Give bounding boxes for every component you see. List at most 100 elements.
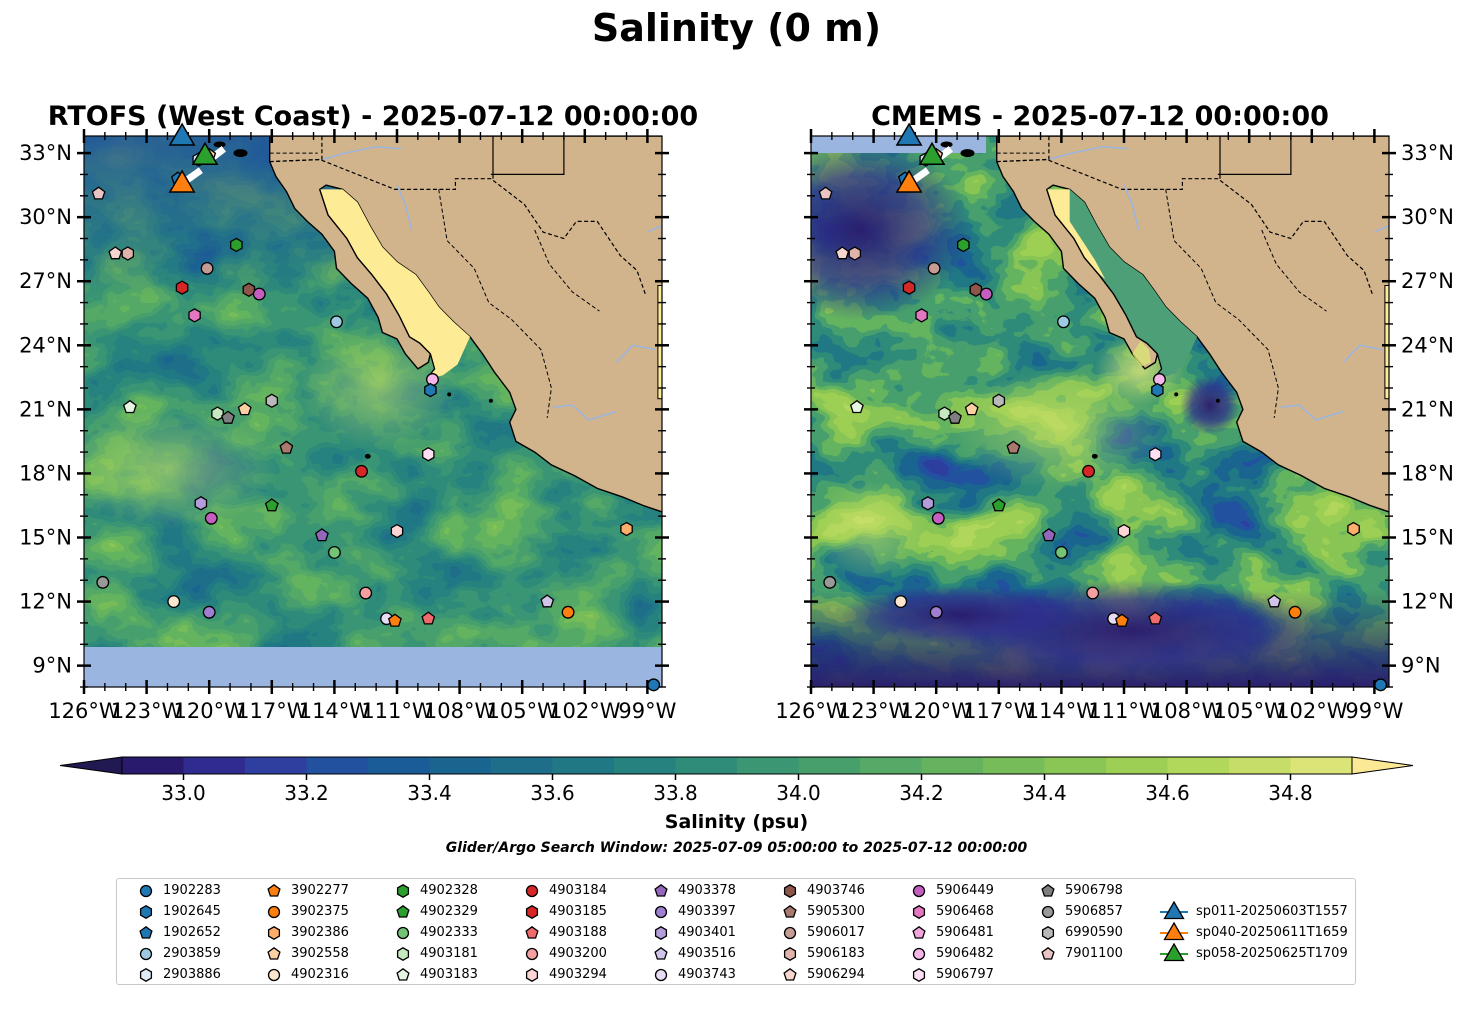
- platform-legend-icon: [139, 968, 153, 982]
- legend-marker: [783, 967, 797, 981]
- platform-4903184-marker: [355, 464, 368, 478]
- platform-4903294-marker: [390, 523, 404, 539]
- legend-platform-entry: 3902375: [255, 901, 349, 922]
- legend-label: 5906468: [936, 904, 994, 919]
- platform-7901100-marker: [91, 186, 106, 200]
- platform-4903397-marker: [202, 605, 216, 619]
- legend-marker: [1041, 905, 1055, 919]
- platform-legend-icon: [396, 904, 410, 918]
- platform-3902386-marker: [620, 521, 633, 537]
- legend-label: 3902375: [291, 904, 349, 919]
- legend-marker: [525, 925, 539, 939]
- legend-platform-entry: 5906797: [900, 964, 994, 985]
- lat-tick-label: 33°N: [1401, 141, 1454, 165]
- platform-4902328-marker: [957, 237, 970, 253]
- gulf-of-california: [319, 189, 470, 380]
- platform-4902333-marker: [327, 546, 341, 559]
- legend-platform-entry: 1902652: [127, 922, 221, 943]
- colorbar-tick-label: 33.0: [161, 781, 206, 805]
- lon-tick-label: 105°W: [487, 699, 559, 723]
- river: [1048, 145, 1129, 161]
- platform-legend-icon: [525, 925, 539, 939]
- glider-sp058-20250625T1709-marker: [191, 141, 219, 165]
- colorbar-segment: [1167, 757, 1230, 774]
- legend-marker: [267, 883, 281, 897]
- legend-platform-entry: 3902277: [255, 880, 349, 901]
- legend-platform-entry: 5906183: [771, 943, 865, 964]
- legend-platform-entry: 4902329: [384, 901, 478, 922]
- legend-marker: [139, 968, 153, 982]
- legend-marker: [396, 884, 410, 898]
- legend-label: 1902645: [163, 904, 221, 919]
- legend-label: 5906482: [936, 946, 994, 961]
- glider-legend-icon: [1160, 922, 1188, 941]
- colorbar-segment: [491, 757, 554, 774]
- legend-label: 4903397: [678, 904, 736, 919]
- legend-label: 4903401: [678, 925, 736, 940]
- legend-platform-entry: 5906468: [900, 901, 994, 922]
- lon-tick-label: 120°W: [174, 699, 246, 723]
- platform-legend-icon: [783, 967, 797, 981]
- platform-4903401-marker: [194, 496, 208, 511]
- lon-tick-label: 114°W: [299, 699, 371, 723]
- river: [647, 225, 662, 233]
- platform-5906449-marker: [979, 287, 993, 301]
- legend-platform-entry: 4903185: [513, 901, 607, 922]
- legend-label: 3902558: [291, 946, 349, 961]
- island: [1091, 453, 1098, 459]
- rtofs-platform-markers: [91, 122, 661, 692]
- legend-label: 4903183: [420, 967, 478, 982]
- legend-platform-entry: 4903200: [513, 943, 607, 964]
- platform-6990590-marker: [992, 393, 1006, 409]
- legend-label: 2903886: [163, 967, 221, 982]
- lon-tick-label: 111°W: [361, 699, 433, 723]
- platform-1902283-marker: [647, 678, 661, 692]
- platform-4903188-marker: [421, 611, 436, 625]
- platform-4903181-marker: [938, 406, 951, 421]
- legend-label: 5906017: [807, 925, 865, 940]
- platform-legend-icon: [1041, 883, 1055, 897]
- legend-label: 4902316: [291, 967, 349, 982]
- glider-sp011-20250603T1557-marker: [895, 122, 923, 146]
- lat-tick-label: 21°N: [1401, 397, 1454, 421]
- legend-platform-entry: 5906481: [900, 922, 994, 943]
- legend-label: 5906183: [807, 946, 865, 961]
- legend-marker: [1041, 883, 1055, 897]
- platform-legend-icon: [267, 926, 281, 940]
- legend-marker: [783, 947, 797, 961]
- platform-legend-icon: [1041, 946, 1055, 960]
- legend-label: 6990590: [1065, 925, 1123, 940]
- platform-4903294-marker: [1117, 523, 1131, 539]
- legend-platform-entry: 4903516: [642, 943, 736, 964]
- legend-marker: [267, 968, 281, 982]
- lon-tick-label: 120°W: [901, 699, 973, 723]
- legend-platform-entry: 4903184: [513, 880, 607, 901]
- platform-1902283-marker: [1374, 678, 1388, 692]
- colorbar-over-arrow: [1351, 756, 1414, 775]
- platform-4902316-marker: [167, 595, 181, 609]
- legend-marker: [783, 884, 797, 898]
- lon-tick-label: 126°W: [48, 699, 120, 723]
- legend-glider-entry: sp011-20250603T1557: [1158, 901, 1348, 922]
- platform-5906798-marker: [221, 410, 235, 424]
- lat-tick-label: 18°N: [19, 461, 72, 485]
- legend-marker: [912, 968, 926, 982]
- platform-legend-icon: [912, 925, 926, 939]
- legend-label: sp040-20250611T1659: [1196, 925, 1348, 940]
- platform-5906797-marker: [1149, 446, 1162, 462]
- lat-tick-label: 27°N: [19, 269, 72, 293]
- colorbar-segment: [798, 757, 861, 774]
- lat-tick-label: 9°N: [32, 654, 72, 678]
- land-mass: [996, 136, 1389, 513]
- platform-legend-icon: [267, 968, 281, 982]
- platform-3902277-marker: [1114, 613, 1129, 627]
- platform-4902329-marker: [264, 498, 279, 512]
- platform-3902558-marker: [237, 402, 252, 416]
- legend-label: 4903294: [549, 967, 607, 982]
- rtofs-lon-ticks: 126°W123°W120°W117°W114°W111°W108°W105°W…: [48, 129, 677, 723]
- platform-legend-icon: [912, 968, 926, 982]
- legend-platform-entry: 2903859: [127, 943, 221, 964]
- island: [447, 392, 452, 397]
- platform-legend-icon: [139, 905, 153, 919]
- legend-platform-entry: 4903746: [771, 880, 865, 901]
